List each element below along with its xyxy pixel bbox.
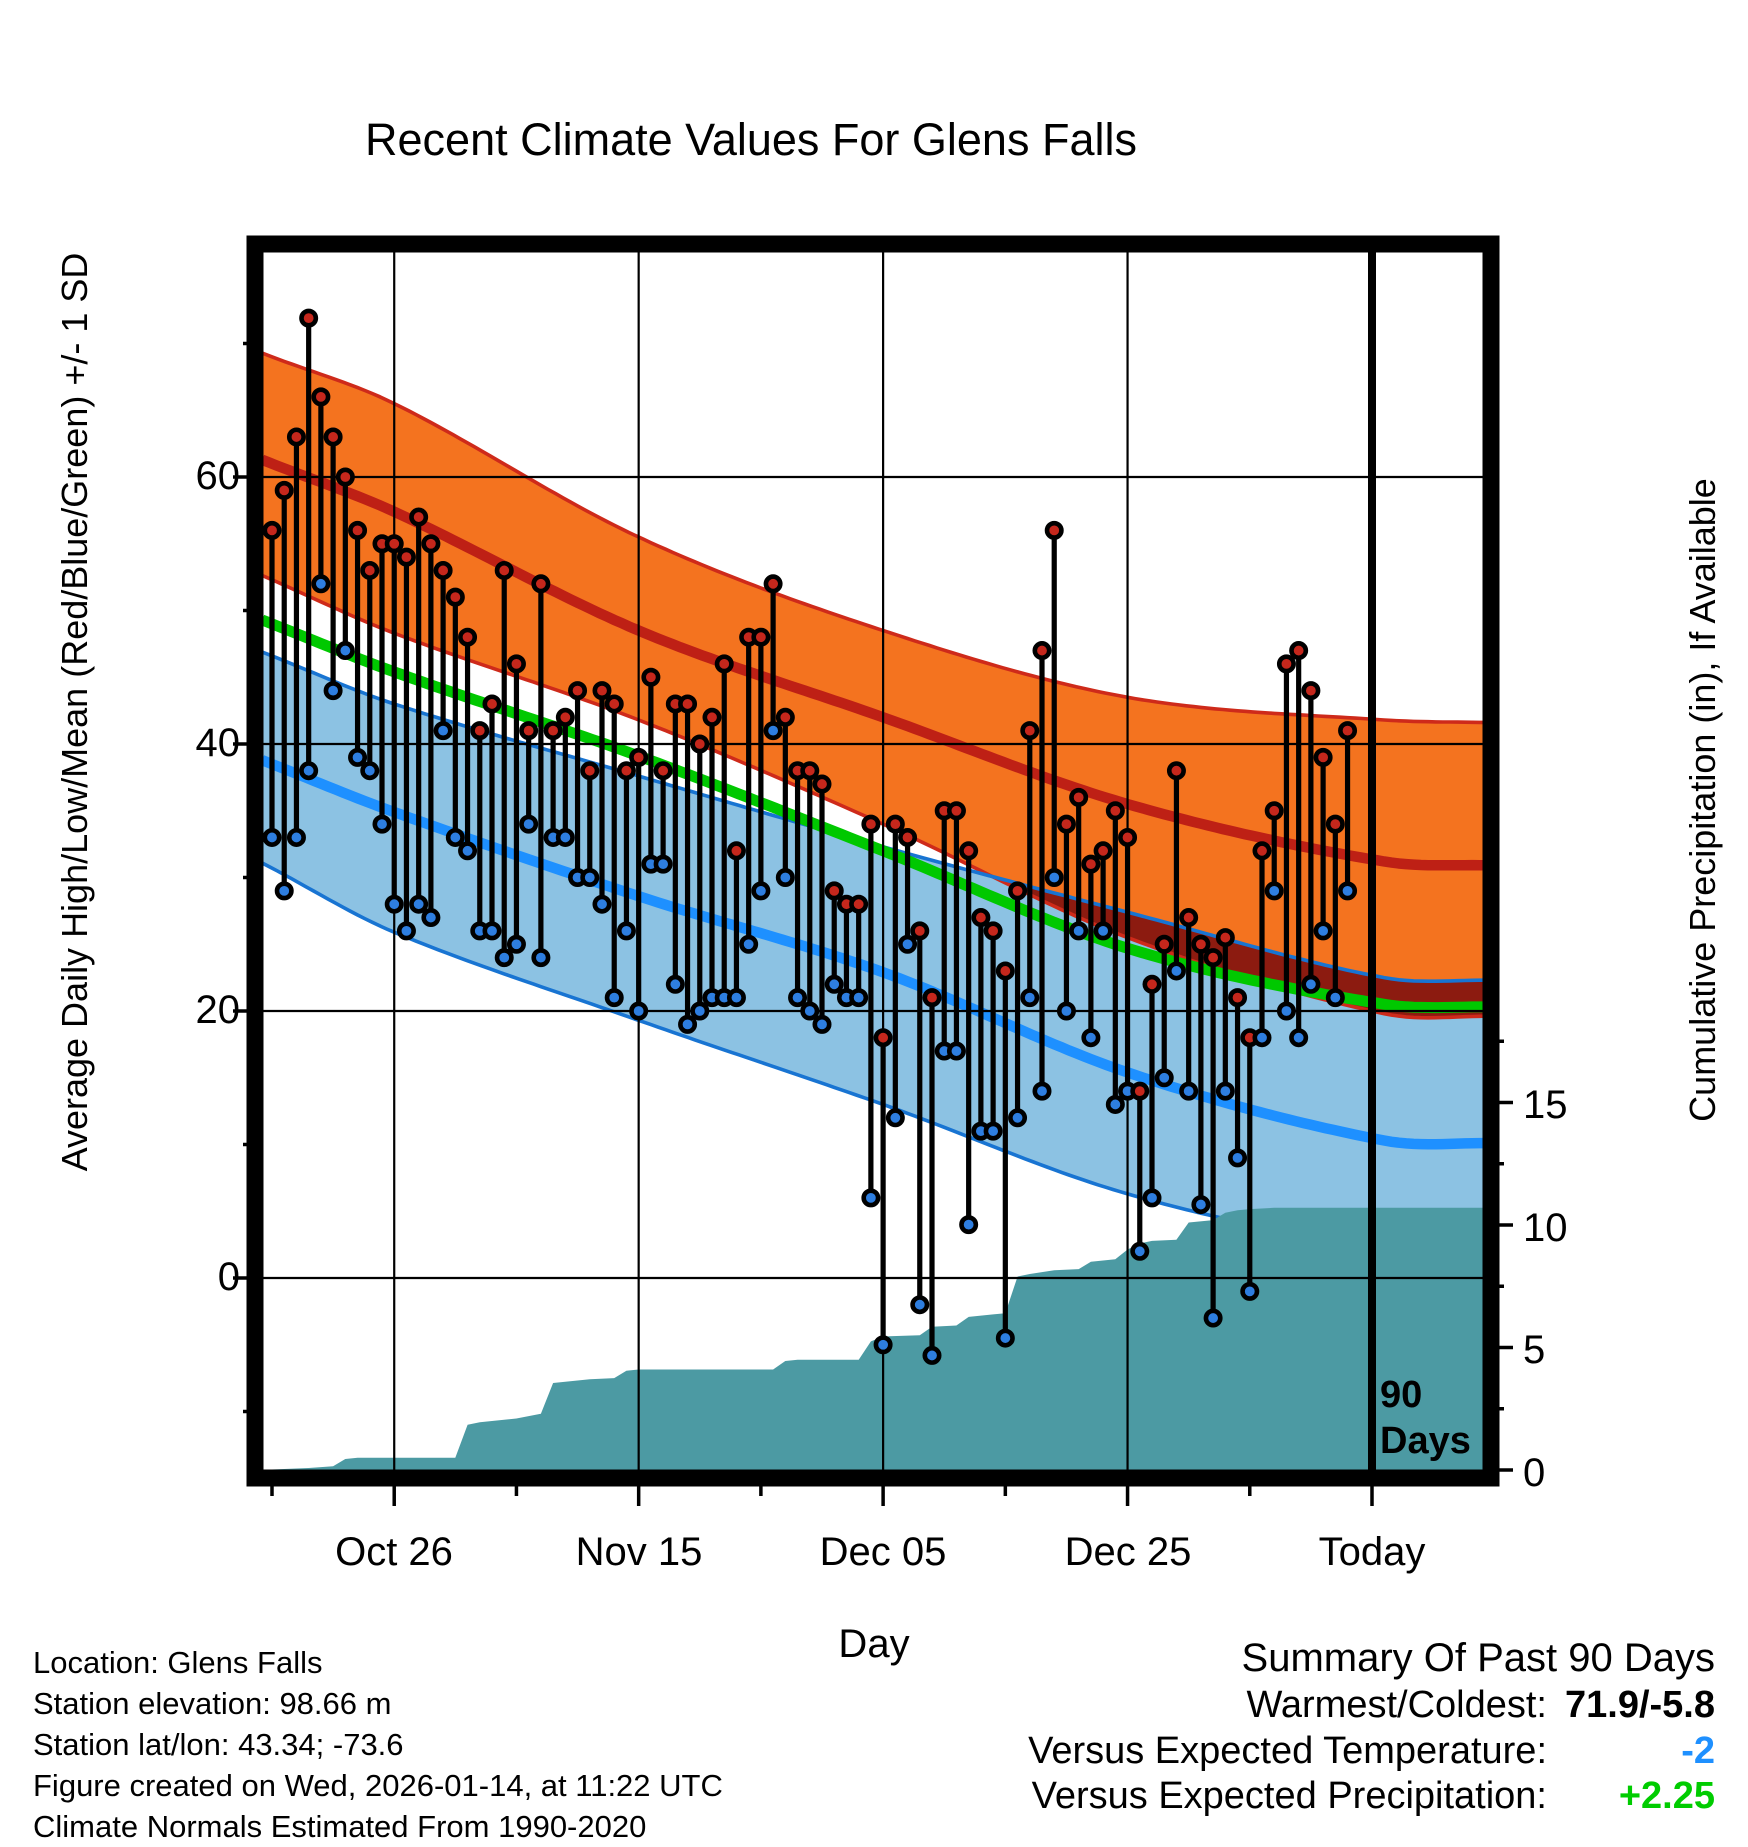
station-info-block: Location: Glens Falls Station elevation:… <box>33 1642 723 1847</box>
figure-created: Figure created on Wed, 2026-01-14, at 11… <box>33 1768 723 1803</box>
summary-label-warmest-coldest: Warmest/Coldest: <box>1246 1684 1547 1726</box>
summary-title: Summary Of Past 90 Days <box>1241 1636 1715 1680</box>
temp-tick-20: 20 <box>195 988 241 1032</box>
precip-tick-10: 10 <box>1523 1206 1568 1250</box>
summary-value-vs-precip: +2.25 <box>1618 1775 1715 1817</box>
ninety-days-line1: 90 <box>1380 1374 1423 1416</box>
y-axis-right-label: Cumulative Precipitation (in), If Availa… <box>1682 478 1723 1122</box>
ninety-days-line2: Days <box>1380 1420 1471 1462</box>
temp-tick-40: 40 <box>195 721 241 765</box>
climate-normals-note: Climate Normals Estimated From 1990-2020 <box>33 1809 647 1844</box>
temp-tick-0: 0 <box>217 1255 240 1299</box>
ninety-days-annotation: 90 Days <box>1380 1372 1471 1464</box>
station-latlon: Station lat/lon: 43.34; -73.6 <box>33 1727 404 1762</box>
summary-value-vs-temp: -2 <box>1681 1730 1715 1772</box>
precip-tick-0: 0 <box>1523 1451 1546 1495</box>
precip-tick-5: 5 <box>1523 1328 1546 1372</box>
y-axis-left-label: Average Daily High/Low/Mean (Red/Blue/Gr… <box>54 252 95 1172</box>
precip-tick-15: 15 <box>1523 1083 1568 1127</box>
station-elevation: Station elevation: 98.66 m <box>33 1686 392 1721</box>
summary-label-vs-precip: Versus Expected Precipitation: <box>1031 1775 1547 1817</box>
x-tick-dec05: Dec 05 <box>819 1530 947 1574</box>
summary-value-warmest-coldest: 71.9/-5.8 <box>1565 1684 1715 1726</box>
station-location: Location: Glens Falls <box>33 1645 323 1680</box>
x-tick-nov15: Nov 15 <box>575 1530 703 1574</box>
x-tick-dec25: Dec 25 <box>1064 1530 1192 1574</box>
summary-row-warmest-coldest: Warmest/Coldest: 71.9/-5.8 <box>1246 1684 1715 1727</box>
summary-row-vs-precip: Versus Expected Precipitation: +2.25 <box>1032 1775 1715 1818</box>
x-tick-today: Today <box>1318 1530 1426 1574</box>
summary-row-vs-temp: Versus Expected Temperature: -2 <box>1028 1730 1715 1773</box>
x-axis-label: Day <box>838 1622 910 1666</box>
chart-title: Recent Climate Values For Glens Falls <box>365 114 1137 165</box>
temp-tick-60: 60 <box>195 454 241 498</box>
summary-label-vs-temp: Versus Expected Temperature: <box>1028 1730 1547 1772</box>
x-tick-oct26: Oct 26 <box>335 1530 453 1574</box>
